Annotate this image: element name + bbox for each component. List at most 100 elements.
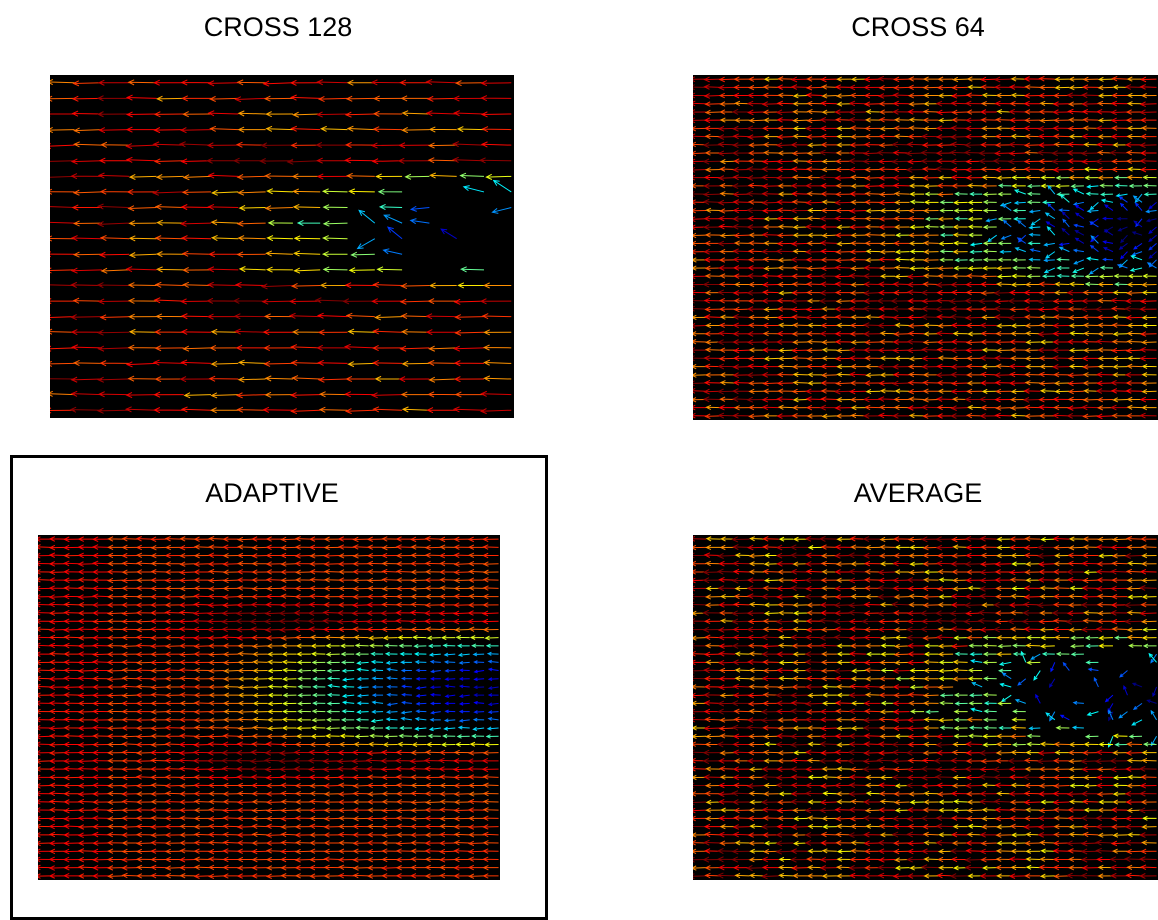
vector-arrow xyxy=(263,360,293,367)
vector-arrow xyxy=(1030,653,1041,660)
vector-arrow xyxy=(181,189,212,196)
vector-arrow xyxy=(92,733,109,739)
vector-arrow xyxy=(1074,229,1085,236)
vector-arrow xyxy=(776,594,794,600)
vector-arrow xyxy=(848,651,866,657)
vector-arrow xyxy=(879,330,896,336)
vector-arrow xyxy=(77,725,95,731)
vector-arrow xyxy=(1012,709,1026,714)
vector-arrow xyxy=(732,339,750,345)
vector-arrow xyxy=(878,175,895,181)
vector-arrow xyxy=(776,380,794,386)
vector-arrow xyxy=(401,692,412,697)
vector-arrow xyxy=(236,774,254,780)
vector-arrow xyxy=(1052,396,1070,403)
vector-arrow xyxy=(995,117,1012,123)
vector-arrow xyxy=(125,392,157,399)
vector-arrow xyxy=(792,618,808,624)
vector-arrow xyxy=(964,856,983,863)
vector-arrow xyxy=(806,100,823,107)
vector-arrow xyxy=(806,725,823,731)
vector-arrow xyxy=(834,117,852,123)
vector-arrow xyxy=(804,634,823,641)
vector-arrow xyxy=(210,234,239,242)
vector-arrow xyxy=(820,553,837,559)
vector-arrow xyxy=(221,774,239,781)
vector-arrow xyxy=(280,544,297,551)
vector-arrow xyxy=(892,717,910,723)
vector-arrow xyxy=(221,765,239,772)
vector-arrow xyxy=(63,832,80,838)
vector-arrow xyxy=(953,725,968,731)
vector-arrow xyxy=(457,652,470,657)
vector-arrow xyxy=(453,536,470,543)
vector-arrow xyxy=(951,553,968,559)
vector-arrow xyxy=(150,799,167,805)
vector-arrow xyxy=(121,626,138,633)
vector-arrow xyxy=(425,329,457,336)
vector-arrow xyxy=(693,585,707,592)
vector-arrow xyxy=(322,626,340,633)
vector-arrow xyxy=(426,95,457,102)
vector-arrow xyxy=(703,667,721,674)
vector-arrow xyxy=(410,856,427,862)
vector-arrow xyxy=(292,188,321,195)
vector-arrow xyxy=(878,199,895,206)
vector-arrow xyxy=(1026,191,1041,197)
vector-arrow xyxy=(747,363,765,370)
vector-arrow xyxy=(836,643,852,649)
vector-arrow xyxy=(906,856,925,863)
vector-arrow xyxy=(807,142,823,148)
vector-arrow xyxy=(894,265,910,271)
vector-arrow xyxy=(718,215,736,222)
vector-arrow xyxy=(850,174,866,180)
vector-arrow xyxy=(251,799,268,805)
vector-arrow xyxy=(150,791,167,797)
vector-arrow xyxy=(920,815,939,822)
vector-arrow xyxy=(850,76,866,82)
vector-arrow xyxy=(468,568,485,575)
vector-arrow xyxy=(77,749,95,756)
vector-arrow xyxy=(864,166,881,173)
vector-arrow xyxy=(1072,188,1085,195)
vector-arrow xyxy=(135,675,153,682)
vector-arrow xyxy=(1096,561,1113,567)
vector-arrow xyxy=(1050,662,1056,673)
vector-arrow xyxy=(693,774,707,781)
vector-arrow xyxy=(805,709,823,715)
vector-arrow xyxy=(892,175,910,181)
vector-field xyxy=(693,535,1158,880)
vector-arrow xyxy=(966,183,983,189)
vector-arrow xyxy=(1112,733,1128,739)
vector-arrow xyxy=(836,823,852,829)
vector-arrow xyxy=(294,560,311,567)
vector-arrow xyxy=(864,224,881,230)
vector-arrow xyxy=(237,709,254,715)
vector-arrow xyxy=(1052,799,1070,806)
vector-arrow xyxy=(833,634,852,641)
vector-arrow xyxy=(732,692,750,699)
vector-arrow xyxy=(106,831,124,838)
vector-arrow xyxy=(693,782,707,789)
vector-arrow xyxy=(879,191,896,198)
vector-arrow xyxy=(906,766,925,773)
vector-arrow xyxy=(804,716,823,723)
vector-arrow xyxy=(848,635,866,641)
vector-arrow xyxy=(939,232,954,238)
vector-arrow xyxy=(1096,405,1113,411)
vector-arrow xyxy=(381,560,398,567)
vector-arrow xyxy=(731,642,750,649)
vector-arrow xyxy=(121,766,138,772)
vector-arrow xyxy=(792,371,808,378)
vector-arrow xyxy=(936,586,954,592)
vector-arrow xyxy=(323,561,340,567)
vector-arrow xyxy=(91,815,109,821)
vector-arrow xyxy=(237,668,254,674)
vector-arrow xyxy=(1141,840,1157,846)
vector-arrow xyxy=(1026,265,1041,271)
vector-arrow xyxy=(967,676,983,682)
vector-arrow xyxy=(149,626,167,633)
vector-arrow xyxy=(862,150,881,157)
vector-arrow xyxy=(326,660,340,665)
vector-arrow xyxy=(746,190,765,197)
